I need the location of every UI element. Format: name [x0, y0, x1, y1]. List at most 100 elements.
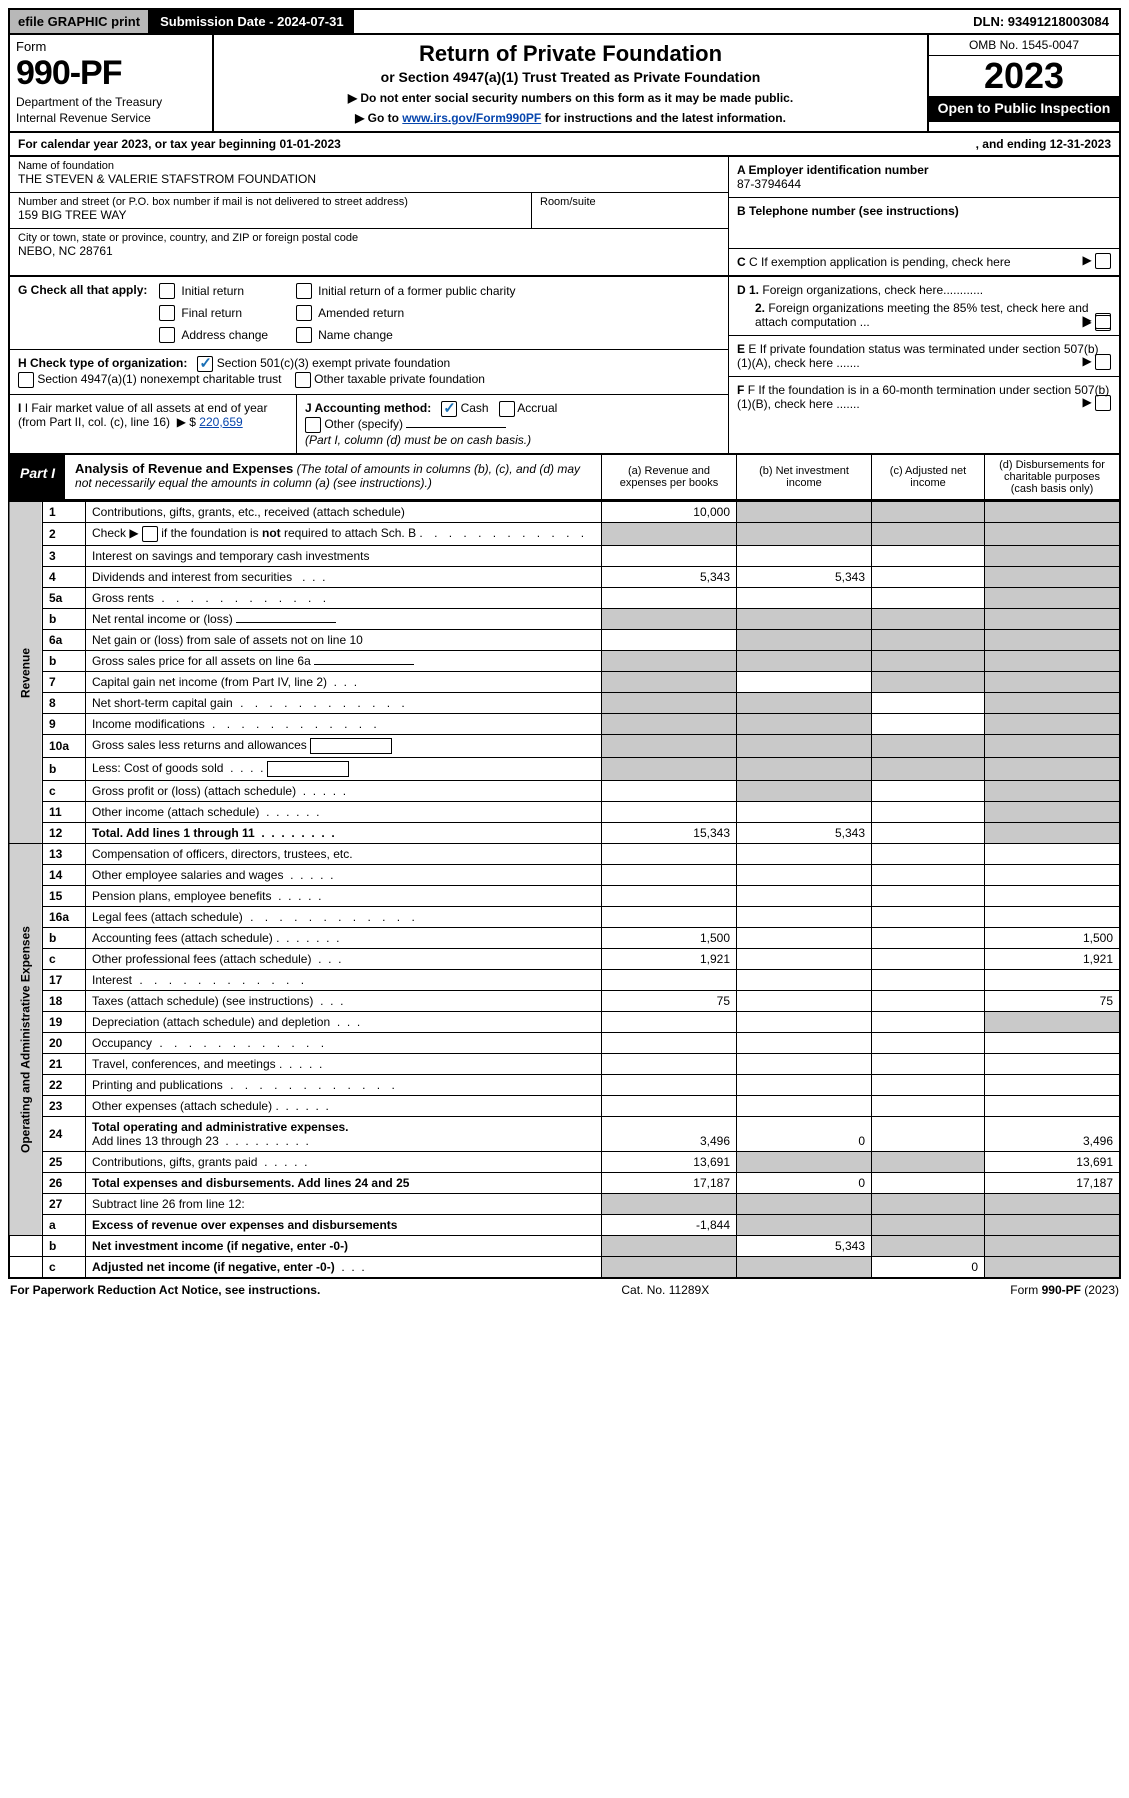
irs: Internal Revenue Service [16, 111, 206, 125]
street: 159 BIG TREE WAY [18, 208, 523, 222]
line27a-desc: Excess of revenue over expenses and disb… [86, 1215, 602, 1236]
line5b-input[interactable] [236, 622, 336, 623]
h-box: H Check type of organization: Section 50… [10, 349, 728, 394]
line23-desc: Other expenses (attach schedule) . . . .… [86, 1096, 602, 1117]
e-checkbox[interactable] [1095, 354, 1111, 370]
table-row: 4Dividends and interest from securities … [9, 567, 1120, 588]
line16b-desc: Accounting fees (attach schedule) . . . … [86, 928, 602, 949]
j-accrual-checkbox[interactable] [499, 401, 515, 417]
table-row: 20Occupancy [9, 1033, 1120, 1054]
j-other-checkbox[interactable] [305, 417, 321, 433]
street-row: Number and street (or P.O. box number if… [10, 193, 532, 228]
j-accrual: Accrual [517, 401, 557, 415]
g-addr-checkbox[interactable] [159, 327, 175, 343]
line4-a: 5,343 [602, 567, 737, 588]
line25-d: 13,691 [985, 1152, 1121, 1173]
f-label: F If the foundation is in a 60-month ter… [737, 383, 1109, 411]
table-row: cAdjusted net income (if negative, enter… [9, 1257, 1120, 1279]
calendar-end: , and ending 12-31-2023 [976, 137, 1111, 151]
line2-checkbox[interactable] [142, 526, 158, 542]
table-row: 9Income modifications [9, 714, 1120, 735]
form990pf-link[interactable]: www.irs.gov/Form990PF [402, 111, 541, 125]
j-cash-checkbox[interactable] [441, 401, 457, 417]
efile-print-button[interactable]: efile GRAPHIC print [10, 10, 150, 33]
g-initial-pc: Initial return of a former public charit… [318, 284, 515, 298]
c-checkbox[interactable] [1095, 253, 1111, 269]
expenses-label: Operating and Administrative Expenses [9, 844, 43, 1236]
line6a-desc: Net gain or (loss) from sale of assets n… [86, 630, 602, 651]
line24-a: 3,496 [602, 1117, 737, 1152]
table-row: 18Taxes (attach schedule) (see instructi… [9, 991, 1120, 1012]
col-d-header: (d) Disbursements for charitable purpose… [984, 455, 1119, 499]
h-other-checkbox[interactable] [295, 372, 311, 388]
table-row: 14Other employee salaries and wages . . … [9, 865, 1120, 886]
ein-value: 87-3794644 [737, 177, 1111, 191]
form-number: 990-PF [16, 54, 206, 93]
j-other: Other (specify) [324, 417, 403, 431]
line3-desc: Interest on savings and temporary cash i… [86, 546, 602, 567]
submission-date: Submission Date - 2024-07-31 [150, 10, 354, 33]
part1-table: Revenue 1 Contributions, gifts, grants, … [8, 501, 1121, 1279]
part1-header: Part I Analysis of Revenue and Expenses … [8, 455, 1121, 501]
footer-paperwork: For Paperwork Reduction Act Notice, see … [10, 1283, 320, 1297]
i-value: 220,659 [199, 415, 242, 429]
table-row: 21Travel, conferences, and meetings . . … [9, 1054, 1120, 1075]
line16c-desc: Other professional fees (attach schedule… [86, 949, 602, 970]
line6b-input[interactable] [314, 664, 414, 665]
g-initial-pc-checkbox[interactable] [296, 283, 312, 299]
line10c-desc: Gross profit or (loss) (attach schedule)… [86, 781, 602, 802]
h-4947-checkbox[interactable] [18, 372, 34, 388]
table-row: 12Total. Add lines 1 through 11 . . . . … [9, 823, 1120, 844]
table-row: 7Capital gain net income (from Part IV, … [9, 672, 1120, 693]
header-center: Return of Private Foundation or Section … [214, 35, 929, 131]
col-a-header: (a) Revenue and expenses per books [602, 455, 736, 499]
d2-checkbox[interactable] [1095, 315, 1111, 331]
line12-desc: Total. Add lines 1 through 11 . . . . . … [86, 823, 602, 844]
f-checkbox[interactable] [1095, 395, 1111, 411]
g-final: Final return [181, 306, 242, 320]
g-h-i-j-column: G Check all that apply: Initial return F… [10, 277, 729, 453]
table-row: bNet rental income or (loss) [9, 609, 1120, 630]
line25-desc: Contributions, gifts, grants paid . . . … [86, 1152, 602, 1173]
table-row: 10aGross sales less returns and allowanc… [9, 735, 1120, 758]
d2-label: Foreign organizations meeting the 85% te… [755, 301, 1089, 329]
dept-treasury: Department of the Treasury [16, 95, 206, 109]
line18-desc: Taxes (attach schedule) (see instruction… [86, 991, 602, 1012]
line18-a: 75 [602, 991, 737, 1012]
phone-box: B Telephone number (see instructions) [729, 198, 1119, 249]
line24-desc: Total operating and administrative expen… [86, 1117, 602, 1152]
line2-desc: Check ▶ if the foundation is not require… [86, 523, 602, 546]
col-b-header: (b) Net investment income [736, 455, 871, 499]
table-row: 6aNet gain or (loss) from sale of assets… [9, 630, 1120, 651]
revenue-label: Revenue [9, 502, 43, 844]
line26-d: 17,187 [985, 1173, 1121, 1194]
line27c-c: 0 [872, 1257, 985, 1279]
c-box: C C If exemption application is pending,… [729, 249, 1119, 275]
g-initial-checkbox[interactable] [159, 283, 175, 299]
h-other: Other taxable private foundation [314, 372, 485, 386]
e-box: E E If private foundation status was ter… [729, 336, 1119, 377]
h-501c3-checkbox[interactable] [197, 356, 213, 372]
g-final-checkbox[interactable] [159, 305, 175, 321]
g-amended-checkbox[interactable] [296, 305, 312, 321]
line16b-a: 1,500 [602, 928, 737, 949]
g-through-f-block: G Check all that apply: Initial return F… [8, 277, 1121, 455]
line17-desc: Interest [86, 970, 602, 991]
form-title: Return of Private Foundation [224, 41, 917, 67]
j-other-input[interactable] [406, 427, 506, 428]
g-name: Name change [318, 328, 393, 342]
line27b-desc: Net investment income (if negative, ente… [86, 1236, 602, 1257]
line18-d: 75 [985, 991, 1121, 1012]
line12-b: 5,343 [737, 823, 872, 844]
line27b-b: 5,343 [737, 1236, 872, 1257]
line26-desc: Total expenses and disbursements. Add li… [86, 1173, 602, 1194]
topbar: efile GRAPHIC print Submission Date - 20… [8, 8, 1121, 35]
g-name-checkbox[interactable] [296, 327, 312, 343]
foundation-name-row: Name of foundation THE STEVEN & VALERIE … [10, 157, 728, 193]
header-right: OMB No. 1545-0047 2023 Open to Public In… [929, 35, 1119, 131]
phone-label: B Telephone number (see instructions) [737, 204, 1111, 218]
table-row: cGross profit or (loss) (attach schedule… [9, 781, 1120, 802]
line21-desc: Travel, conferences, and meetings . . . … [86, 1054, 602, 1075]
city: NEBO, NC 28761 [18, 244, 720, 258]
line24-b: 0 [737, 1117, 872, 1152]
